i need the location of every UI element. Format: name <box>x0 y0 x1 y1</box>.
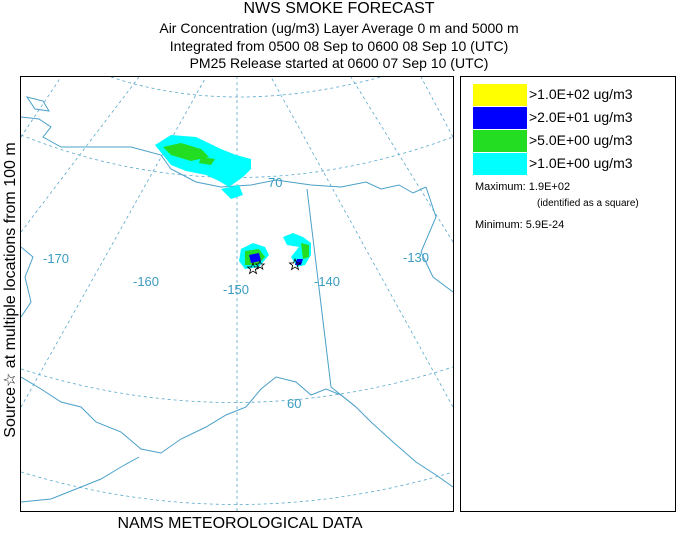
meridian-160 <box>21 77 207 408</box>
lon-label-170: -170 <box>43 251 69 266</box>
legend-swatch <box>473 130 527 152</box>
source-locations-label: Source☆ at multiple locations from 100 m <box>2 142 19 438</box>
legend-label: >5.0E+00 ug/m3 <box>529 132 633 148</box>
source-star-icon <box>246 261 260 275</box>
legend-label: >1.0E+02 ug/m3 <box>529 86 633 102</box>
legend-item: >1.0E+00 ug/m3 <box>473 153 673 175</box>
lon-label-150: -150 <box>223 282 249 297</box>
legend-label: >2.0E+01 ug/m3 <box>529 109 633 125</box>
met-data-label: NAMS METEOROLOGICAL DATA <box>117 515 363 532</box>
alaska-west-coast <box>21 246 34 318</box>
coastlines <box>21 96 453 503</box>
concentration-subtitle: Air Concentration (ug/m3) Layer Average … <box>159 20 519 36</box>
legend-item: >2.0E+01 ug/m3 <box>473 107 673 129</box>
lon-label-140: -140 <box>314 274 340 289</box>
source-markers <box>246 257 302 275</box>
canada-coast <box>420 186 453 293</box>
plume-east-blue <box>295 259 303 265</box>
legend-swatch <box>473 107 527 129</box>
source-star-icon <box>288 257 302 271</box>
minimum-value: Minimum: 5.9E-24 <box>475 219 565 231</box>
smoke-plumes <box>155 135 311 269</box>
integration-period: Integrated from 0500 08 Sep to 0600 08 S… <box>169 38 509 54</box>
maximum-note: (identified as a square) <box>537 198 639 209</box>
legend-panel: >1.0E+02 ug/m3 >2.0E+01 ug/m3 >5.0E+00 u… <box>460 76 676 512</box>
plume-east-green <box>301 243 309 259</box>
alaska-north-coast <box>21 116 427 194</box>
parallel-80 <box>110 77 382 98</box>
legend-label: >1.0E+00 ug/m3 <box>529 155 633 171</box>
yukon-border <box>306 188 357 408</box>
plume-north-green <box>163 143 209 161</box>
plume-north-cyan-tail <box>221 185 243 199</box>
lon-label-130: -130 <box>403 250 429 265</box>
maximum-value: Maximum: 1.9E+02 <box>475 181 571 193</box>
lon-label-160: -160 <box>133 274 159 289</box>
lat-label-60: 60 <box>287 396 301 411</box>
plume-north-green-2 <box>199 157 215 165</box>
legend-item: >1.0E+02 ug/m3 <box>473 84 673 106</box>
legend-item: >5.0E+00 ug/m3 <box>473 130 673 152</box>
meridian-130 <box>350 77 453 243</box>
st-lawrence-island <box>25 96 50 112</box>
meridian-180 <box>21 77 62 138</box>
legend-swatch <box>473 153 527 175</box>
release-info: PM25 Release started at 0600 07 Sep 10 (… <box>189 55 489 71</box>
meridian-140 <box>270 77 453 408</box>
parallel-50 <box>21 471 453 505</box>
forecast-title: NWS SMOKE FORECAST <box>243 0 435 17</box>
source-star-icon <box>254 259 266 270</box>
meridian-170 <box>21 77 140 233</box>
lat-label-70: 70 <box>268 175 282 190</box>
alaska-southwest-coast <box>21 376 453 488</box>
map-panel: -170 -160 -150 -140 -130 70 60 <box>20 76 454 512</box>
meridian-120 <box>420 77 453 138</box>
aleutian-chain <box>21 456 140 503</box>
plume-central-blue <box>249 253 261 263</box>
parallel-60 <box>21 366 453 403</box>
alaska-map: -170 -160 -150 -140 -130 70 60 <box>21 77 453 511</box>
legend-swatch <box>473 84 527 106</box>
